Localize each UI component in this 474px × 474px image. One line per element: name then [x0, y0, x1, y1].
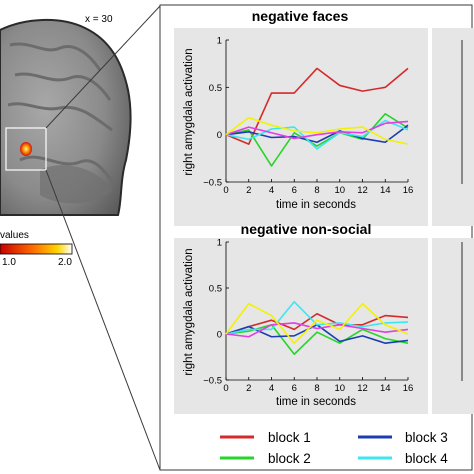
zoom-line-bottom [45, 169, 161, 471]
panel-bg-right-bottom [432, 238, 474, 414]
chart-panel-negative-faces: negative faces time in seconds right amy… [174, 8, 428, 226]
cerebellum [40, 165, 112, 204]
zoom-box [5, 127, 47, 171]
scale-tick-1: 1.0 [2, 257, 16, 268]
zoom-line-top [45, 5, 161, 129]
y-axis-label: right amygdala activation [183, 48, 195, 175]
y-tick-label: 1 [217, 238, 222, 249]
x-tick-label: 2 [246, 185, 251, 196]
y-tick-label: 0.5 [209, 284, 222, 295]
x-tick-label: 8 [314, 383, 319, 394]
panel-bg-right-top [432, 28, 474, 226]
legend-label-block1: block 1 [268, 430, 311, 445]
chart-title: negative faces [252, 8, 349, 24]
legend-label-block3: block 3 [405, 430, 448, 445]
y-tick-label: −0.5 [203, 178, 222, 189]
y-tick-label: 0 [217, 130, 222, 141]
y-axis-label: right amygdala activation [183, 248, 195, 375]
x-axis-label: time in seconds [276, 396, 356, 408]
x-tick-label: 6 [292, 383, 297, 394]
x-tick-label: 2 [246, 383, 251, 394]
x-tick-label: 0 [223, 383, 228, 394]
brain-folds [7, 42, 117, 186]
legend-label-block2: block 2 [268, 451, 311, 466]
x-tick-label: 6 [292, 185, 297, 196]
x-axis-label: time in seconds [276, 199, 356, 211]
color-scale-bar [0, 243, 73, 255]
chart-title: negative non-social [241, 221, 372, 237]
x-tick-label: 14 [380, 383, 391, 394]
x-tick-label: 14 [380, 185, 391, 196]
x-tick-label: 12 [357, 383, 368, 394]
scale-label: values [0, 230, 29, 241]
brain-slice-image [0, 19, 132, 216]
y-tick-label: −0.5 [203, 376, 222, 387]
chart-panel-negative-non-social: negative non-social time in seconds righ… [174, 221, 428, 414]
series-line-6 [225, 302, 409, 345]
y-tick-label: 1 [217, 36, 222, 47]
x-tick-label: 10 [334, 185, 345, 196]
series-line-5 [225, 322, 409, 338]
series-line-block-1 [225, 67, 409, 145]
x-tick-label: 4 [269, 185, 274, 196]
x-tick-label: 0 [223, 185, 228, 196]
slice-coordinate: x = 30 [85, 14, 113, 25]
series-line-block-4 [225, 300, 409, 335]
panel-background [174, 238, 428, 414]
x-tick-label: 12 [357, 185, 368, 196]
legend-label-block4: block 4 [405, 451, 448, 466]
x-tick-label: 16 [403, 383, 414, 394]
panel-background [174, 28, 428, 226]
y-tick-label: 0 [217, 330, 222, 341]
x-tick-label: 8 [314, 185, 319, 196]
series-line-6 [225, 116, 409, 145]
x-tick-label: 10 [334, 383, 345, 394]
series-line-5 [225, 120, 409, 140]
y-tick-label: 0.5 [209, 83, 222, 94]
series-line-block-3 [225, 124, 409, 144]
activation-blob [20, 142, 32, 156]
x-tick-label: 4 [269, 383, 274, 394]
scale-tick-2: 2.0 [58, 257, 72, 268]
x-tick-label: 16 [403, 185, 414, 196]
legend: block 1 block 2 block 3 block 4 [220, 430, 448, 466]
series-line-block-2 [225, 113, 409, 167]
